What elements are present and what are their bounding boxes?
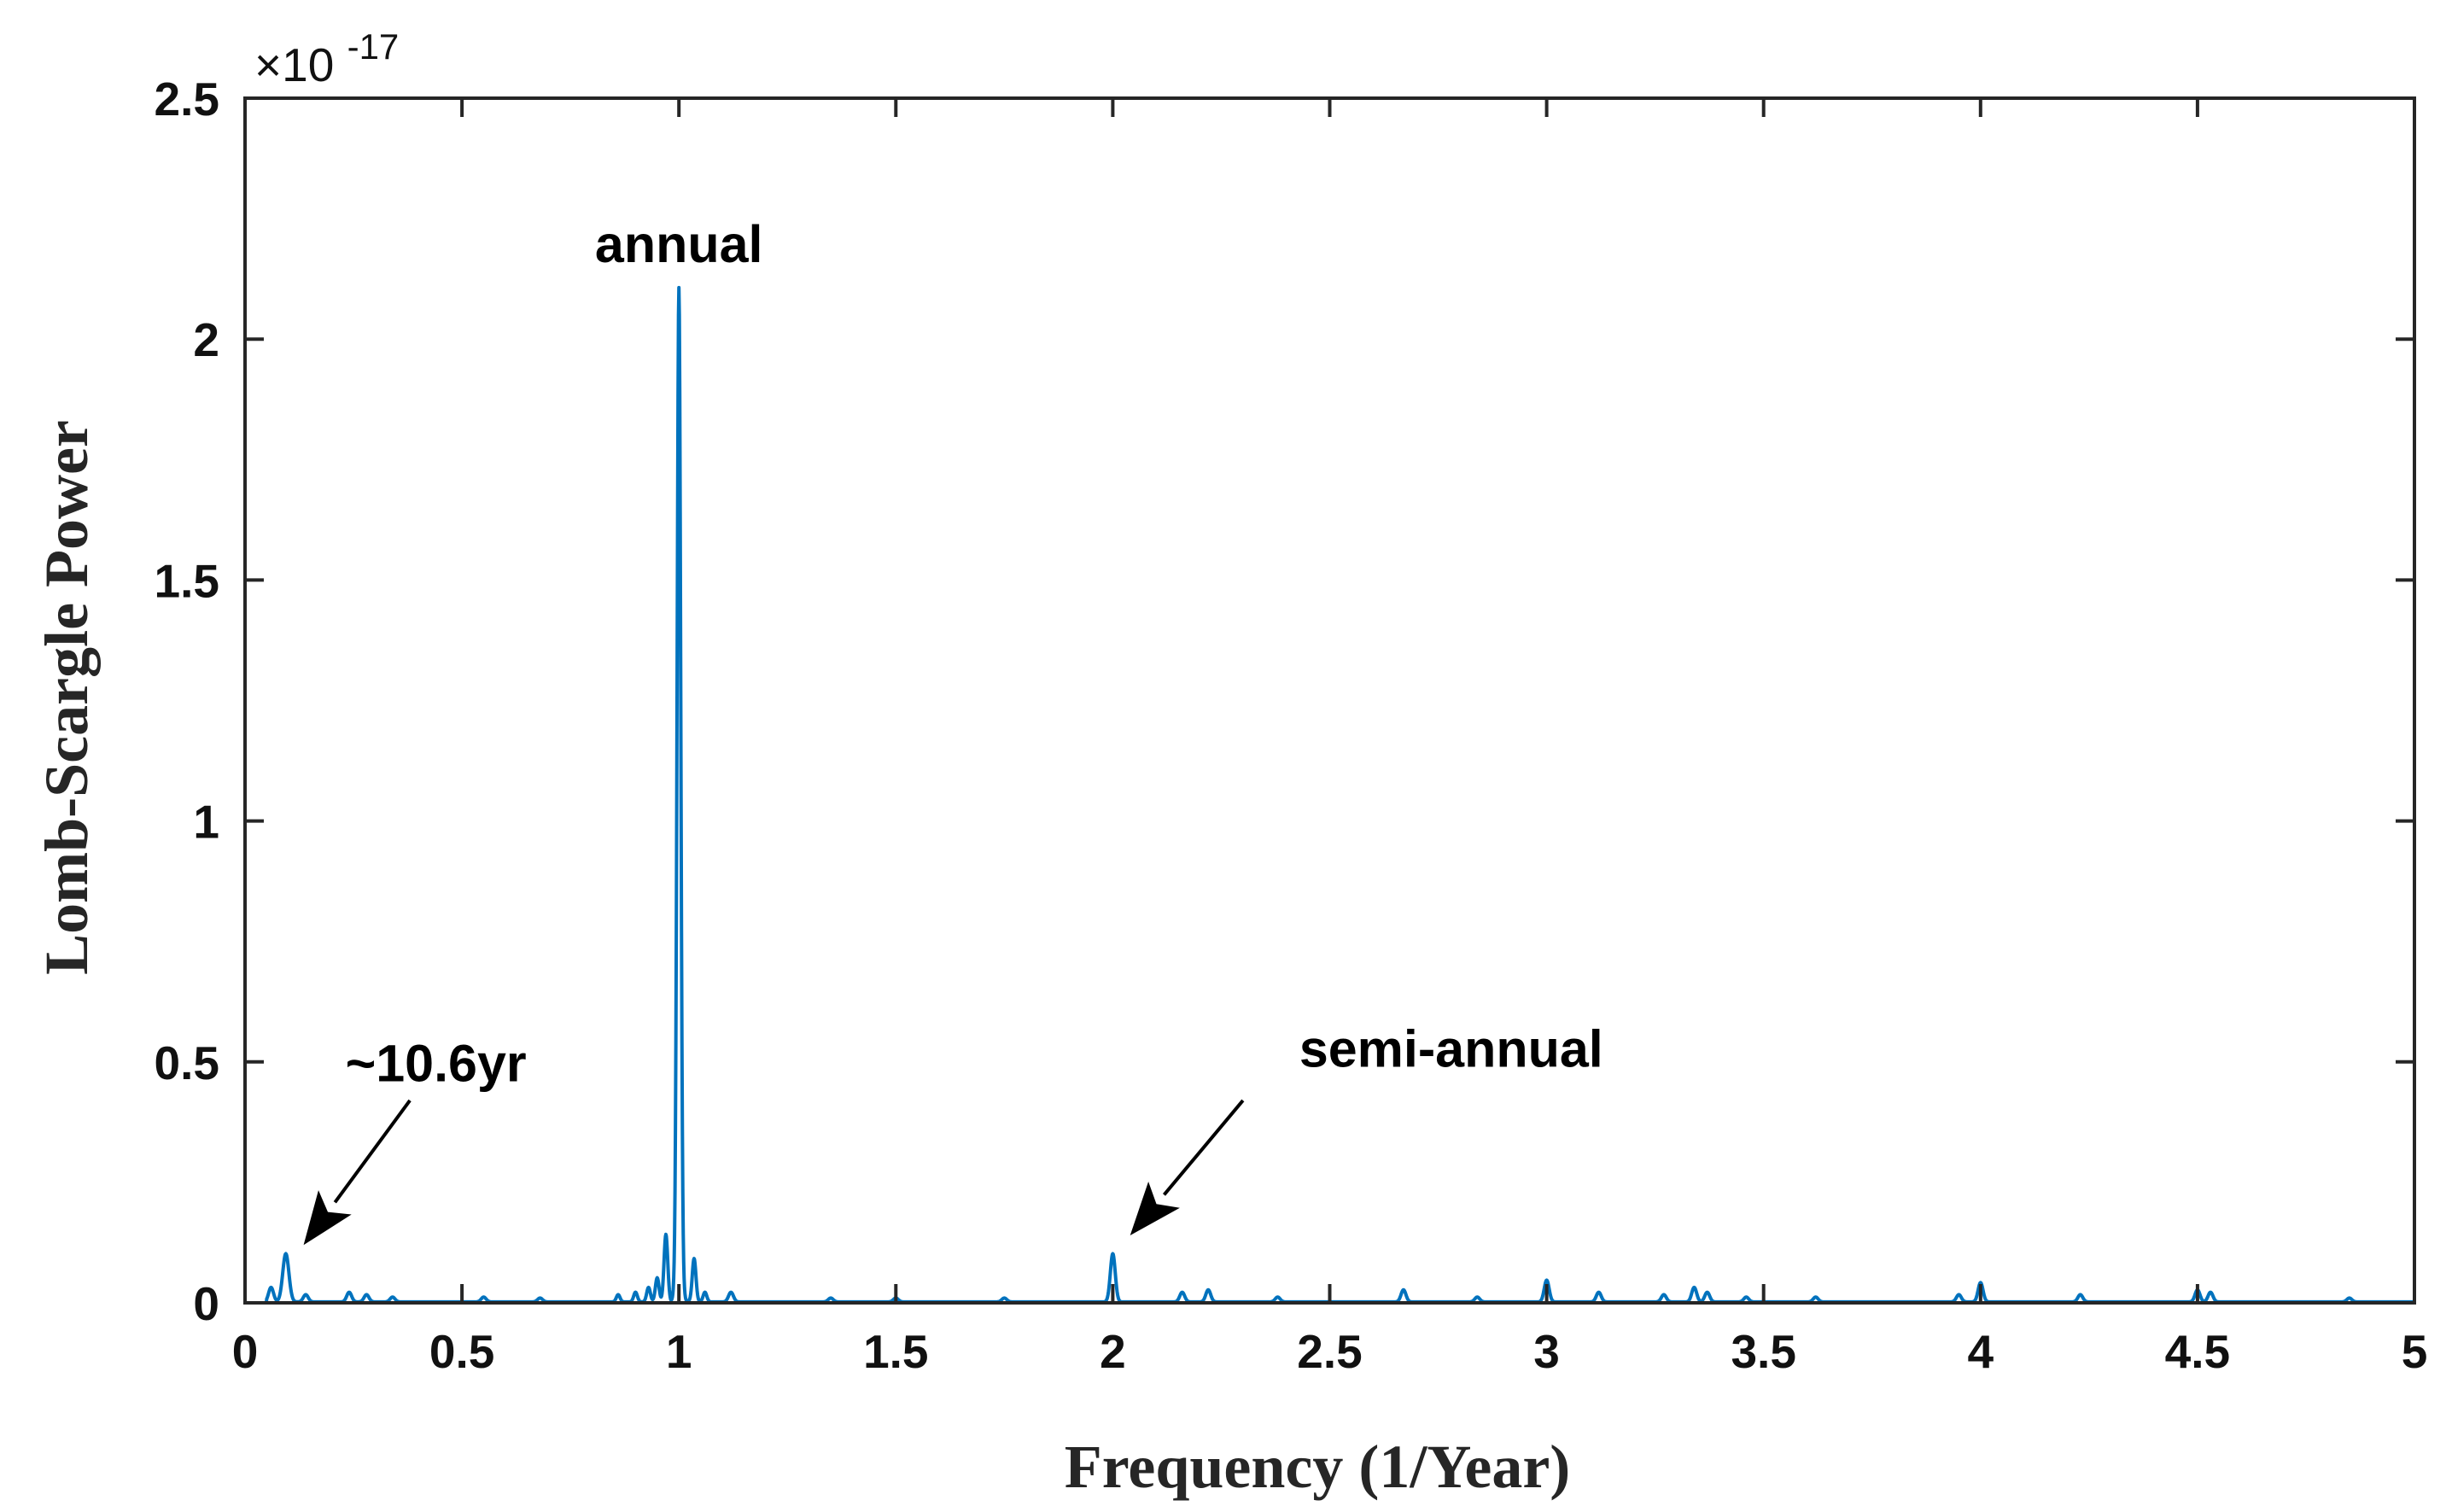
ticks-layer: 0 0.5 1 1.5 2 2.5 3 3.5 4 4.5 5 0 0.5 1 1.5 2 2.5: [155, 73, 2428, 1378]
x-tick-label: 0: [232, 1325, 259, 1378]
y-tick-label: 0: [193, 1277, 219, 1330]
x-tick-label: 3.5: [1731, 1325, 1795, 1378]
x-tick-label: 4.5: [2165, 1325, 2230, 1378]
x-tick-label: 0.5: [429, 1325, 494, 1378]
plot-frame: [243, 96, 2416, 1305]
y-tick-label: 1.5: [155, 554, 219, 607]
annotation-arrow-head: [303, 1190, 352, 1246]
x-tick-label: 5: [2402, 1325, 2428, 1378]
annotation-label: ~10.6yr: [346, 1034, 527, 1092]
x-tick-label: 2: [1100, 1325, 1126, 1378]
y-exponent-power: -17: [347, 26, 400, 67]
annotation-arrow-shaft: [333, 1099, 412, 1204]
x-tick-label: 1: [666, 1325, 692, 1378]
x-tick-label: 1.5: [863, 1325, 928, 1378]
y-axis-label: Lomb-Scargle Power: [32, 420, 101, 975]
x-tick-label: 2.5: [1297, 1325, 1362, 1378]
x-tick-label: 4: [1968, 1325, 1994, 1378]
annotation-label: semi-annual: [1299, 1019, 1603, 1077]
x-tick-label: 3: [1533, 1325, 1560, 1378]
annotation-arrow-shaft: [1162, 1099, 1245, 1196]
y-tick-label: 0.5: [155, 1036, 219, 1089]
annotation-label: annual: [595, 215, 763, 273]
y-tick-label: 2.5: [155, 73, 219, 126]
y-tick-label: 1: [193, 796, 219, 849]
y-exponent-base: ×10: [254, 38, 334, 91]
series-layer: [243, 285, 2416, 1305]
x-axis-label: Frequency (1/Year): [1065, 1433, 1571, 1501]
axes-layer: [243, 96, 2416, 1305]
annotation-arrow-head: [1130, 1182, 1180, 1235]
series-line: [243, 285, 2416, 1305]
y-axis-exponent: ×10 -17: [254, 26, 399, 91]
y-tick-label: 2: [193, 313, 219, 366]
annotation-layer: annual ~10.6yr semi-annual: [303, 215, 1603, 1246]
